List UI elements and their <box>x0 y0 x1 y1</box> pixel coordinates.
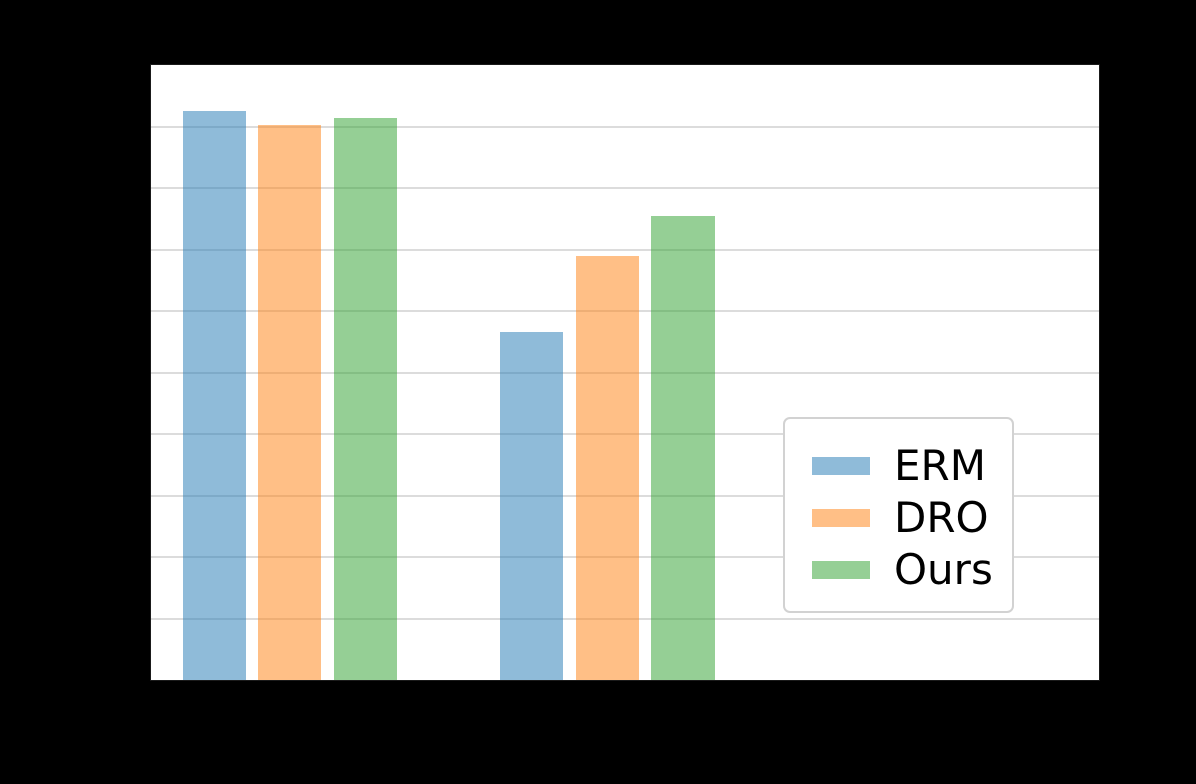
bar-dro-group2 <box>575 255 639 680</box>
legend-swatch-erm <box>812 457 870 475</box>
legend-label-erm: ERM <box>894 441 986 490</box>
gridline <box>151 248 1099 251</box>
legend-item-dro: DRO <box>812 492 1012 544</box>
legend-item-ours: Ours <box>812 544 1012 596</box>
legend-swatch-dro <box>812 509 870 527</box>
gridline <box>151 125 1099 128</box>
legend: ERM DRO Ours <box>783 417 1014 613</box>
bar-dro-group1 <box>258 125 322 680</box>
plot-area <box>150 64 1100 681</box>
legend-swatch-ours <box>812 561 870 579</box>
bar-erm-group1 <box>182 111 246 680</box>
legend-item-erm: ERM <box>812 440 1012 492</box>
gridline <box>151 187 1099 189</box>
legend-label-ours: Ours <box>894 545 993 594</box>
bar-ours-group1 <box>333 117 398 680</box>
legend-label-dro: DRO <box>894 493 989 542</box>
bar-erm-group2 <box>500 331 564 680</box>
bar-ours-group2 <box>651 216 715 680</box>
